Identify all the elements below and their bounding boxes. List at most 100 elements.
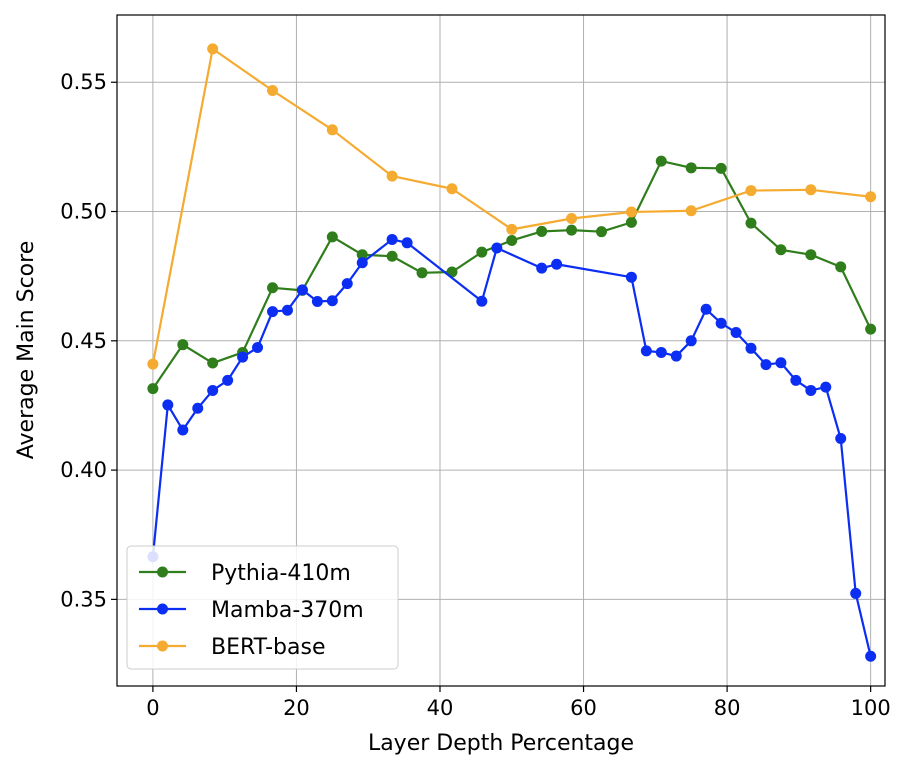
data-point-mamba-370m [685, 335, 697, 347]
y-tick-label: 0.50 [60, 200, 107, 224]
data-point-mamba-370m [760, 359, 772, 371]
data-point-pythia-410m [775, 244, 787, 256]
data-point-mamba-370m [625, 271, 637, 283]
data-point-mamba-370m [835, 433, 847, 445]
data-point-pythia-410m [566, 224, 578, 236]
data-point-mamba-370m [730, 327, 742, 339]
data-point-bert-base [147, 358, 159, 370]
legend-label-pythia-410m: Pythia-410m [211, 561, 351, 586]
data-point-pythia-410m [207, 357, 219, 369]
series-bert-base [147, 43, 877, 370]
data-point-pythia-410m [506, 234, 518, 246]
data-point-bert-base [267, 85, 279, 97]
data-point-bert-base [506, 223, 518, 235]
data-point-pythia-410m [655, 155, 667, 167]
data-point-mamba-370m [715, 317, 727, 329]
legend-label-bert-base: BERT-base [211, 635, 325, 660]
data-point-pythia-410m [835, 261, 847, 273]
legend-marker-bert-base [157, 640, 168, 652]
data-point-mamba-370m [476, 295, 488, 307]
data-point-bert-base [805, 184, 817, 196]
data-point-bert-base [326, 124, 338, 136]
data-point-pythia-410m [715, 162, 727, 174]
data-point-pythia-410m [177, 339, 189, 351]
data-point-pythia-410m [745, 217, 757, 229]
data-point-mamba-370m [820, 381, 832, 393]
data-point-mamba-370m [655, 346, 667, 358]
y-tick-label: 0.40 [60, 458, 107, 482]
data-point-mamba-370m [222, 374, 234, 386]
data-point-pythia-410m [536, 225, 548, 237]
data-point-mamba-370m [341, 278, 353, 290]
data-point-bert-base [685, 205, 697, 217]
data-point-bert-base [745, 185, 757, 197]
data-point-mamba-370m [536, 262, 548, 274]
legend-box [126, 545, 399, 670]
y-axis-label: Average Main Score [14, 241, 39, 459]
x-axis-label: Layer Depth Percentage [368, 731, 634, 756]
data-point-pythia-410m [476, 246, 488, 258]
data-point-bert-base [865, 191, 877, 203]
x-tick-label: 60 [570, 696, 597, 720]
series-layer [147, 43, 877, 662]
data-point-pythia-410m [356, 249, 368, 261]
data-point-mamba-370m [386, 233, 398, 245]
data-point-mamba-370m [356, 257, 368, 269]
data-point-pythia-410m [416, 267, 428, 279]
data-point-mamba-370m [267, 306, 279, 318]
data-point-mamba-370m [401, 237, 413, 249]
data-point-mamba-370m [670, 350, 682, 362]
data-point-pythia-410m [386, 250, 398, 262]
data-point-mamba-370m [252, 342, 264, 354]
data-point-pythia-410m [625, 216, 637, 228]
legend: Pythia-410m Mamba-370m BERT-base [126, 545, 399, 670]
data-point-pythia-410m [595, 226, 607, 238]
x-tick-label: 20 [283, 696, 310, 720]
x-tick-label: 40 [427, 696, 454, 720]
data-point-mamba-370m [805, 384, 817, 396]
data-point-mamba-370m [640, 345, 652, 357]
y-tick-label: 0.55 [60, 70, 107, 94]
data-point-bert-base [386, 170, 398, 182]
data-point-bert-base [566, 212, 578, 224]
y-tick-label: 0.45 [60, 329, 107, 353]
data-point-mamba-370m [865, 650, 877, 662]
data-point-pythia-410m [865, 323, 877, 335]
data-point-pythia-410m [685, 162, 697, 174]
x-tick-label: 80 [714, 696, 741, 720]
data-point-mamba-370m [326, 295, 338, 307]
data-point-pythia-410m [805, 249, 817, 261]
data-point-mamba-370m [237, 351, 249, 363]
y-tick-label: 0.35 [60, 587, 107, 611]
data-point-pythia-410m [147, 383, 159, 395]
data-point-mamba-370m [700, 303, 712, 315]
data-point-mamba-370m [745, 342, 757, 354]
data-point-pythia-410m [326, 231, 338, 243]
data-point-mamba-370m [491, 242, 503, 254]
data-point-mamba-370m [281, 304, 293, 316]
data-point-mamba-370m [296, 284, 308, 296]
legend-marker-mamba-370m [157, 603, 168, 615]
data-point-pythia-410m [267, 282, 279, 294]
data-point-bert-base [446, 183, 458, 195]
data-point-mamba-370m [850, 587, 862, 599]
data-point-mamba-370m [207, 384, 219, 396]
series-mamba-370m [147, 233, 877, 662]
plot-frame [116, 14, 886, 687]
data-point-mamba-370m [311, 296, 323, 308]
x-tick-label: 100 [851, 696, 891, 720]
data-point-bert-base [625, 206, 637, 218]
legend-label-mamba-370m: Mamba-370m [211, 598, 364, 623]
data-point-bert-base [207, 43, 219, 55]
data-point-mamba-370m [551, 258, 563, 270]
x-tick-label: 0 [146, 696, 159, 720]
legend-marker-pythia-410m [157, 566, 168, 578]
grid [117, 15, 885, 686]
ticks: 0 20 40 60 80 100 0.35 0.40 0.45 0.50 0.55 [60, 70, 890, 720]
data-point-mamba-370m [162, 399, 174, 411]
data-point-mamba-370m [192, 402, 204, 414]
data-point-mamba-370m [790, 374, 802, 386]
data-point-mamba-370m [775, 357, 787, 369]
data-point-mamba-370m [177, 424, 189, 436]
